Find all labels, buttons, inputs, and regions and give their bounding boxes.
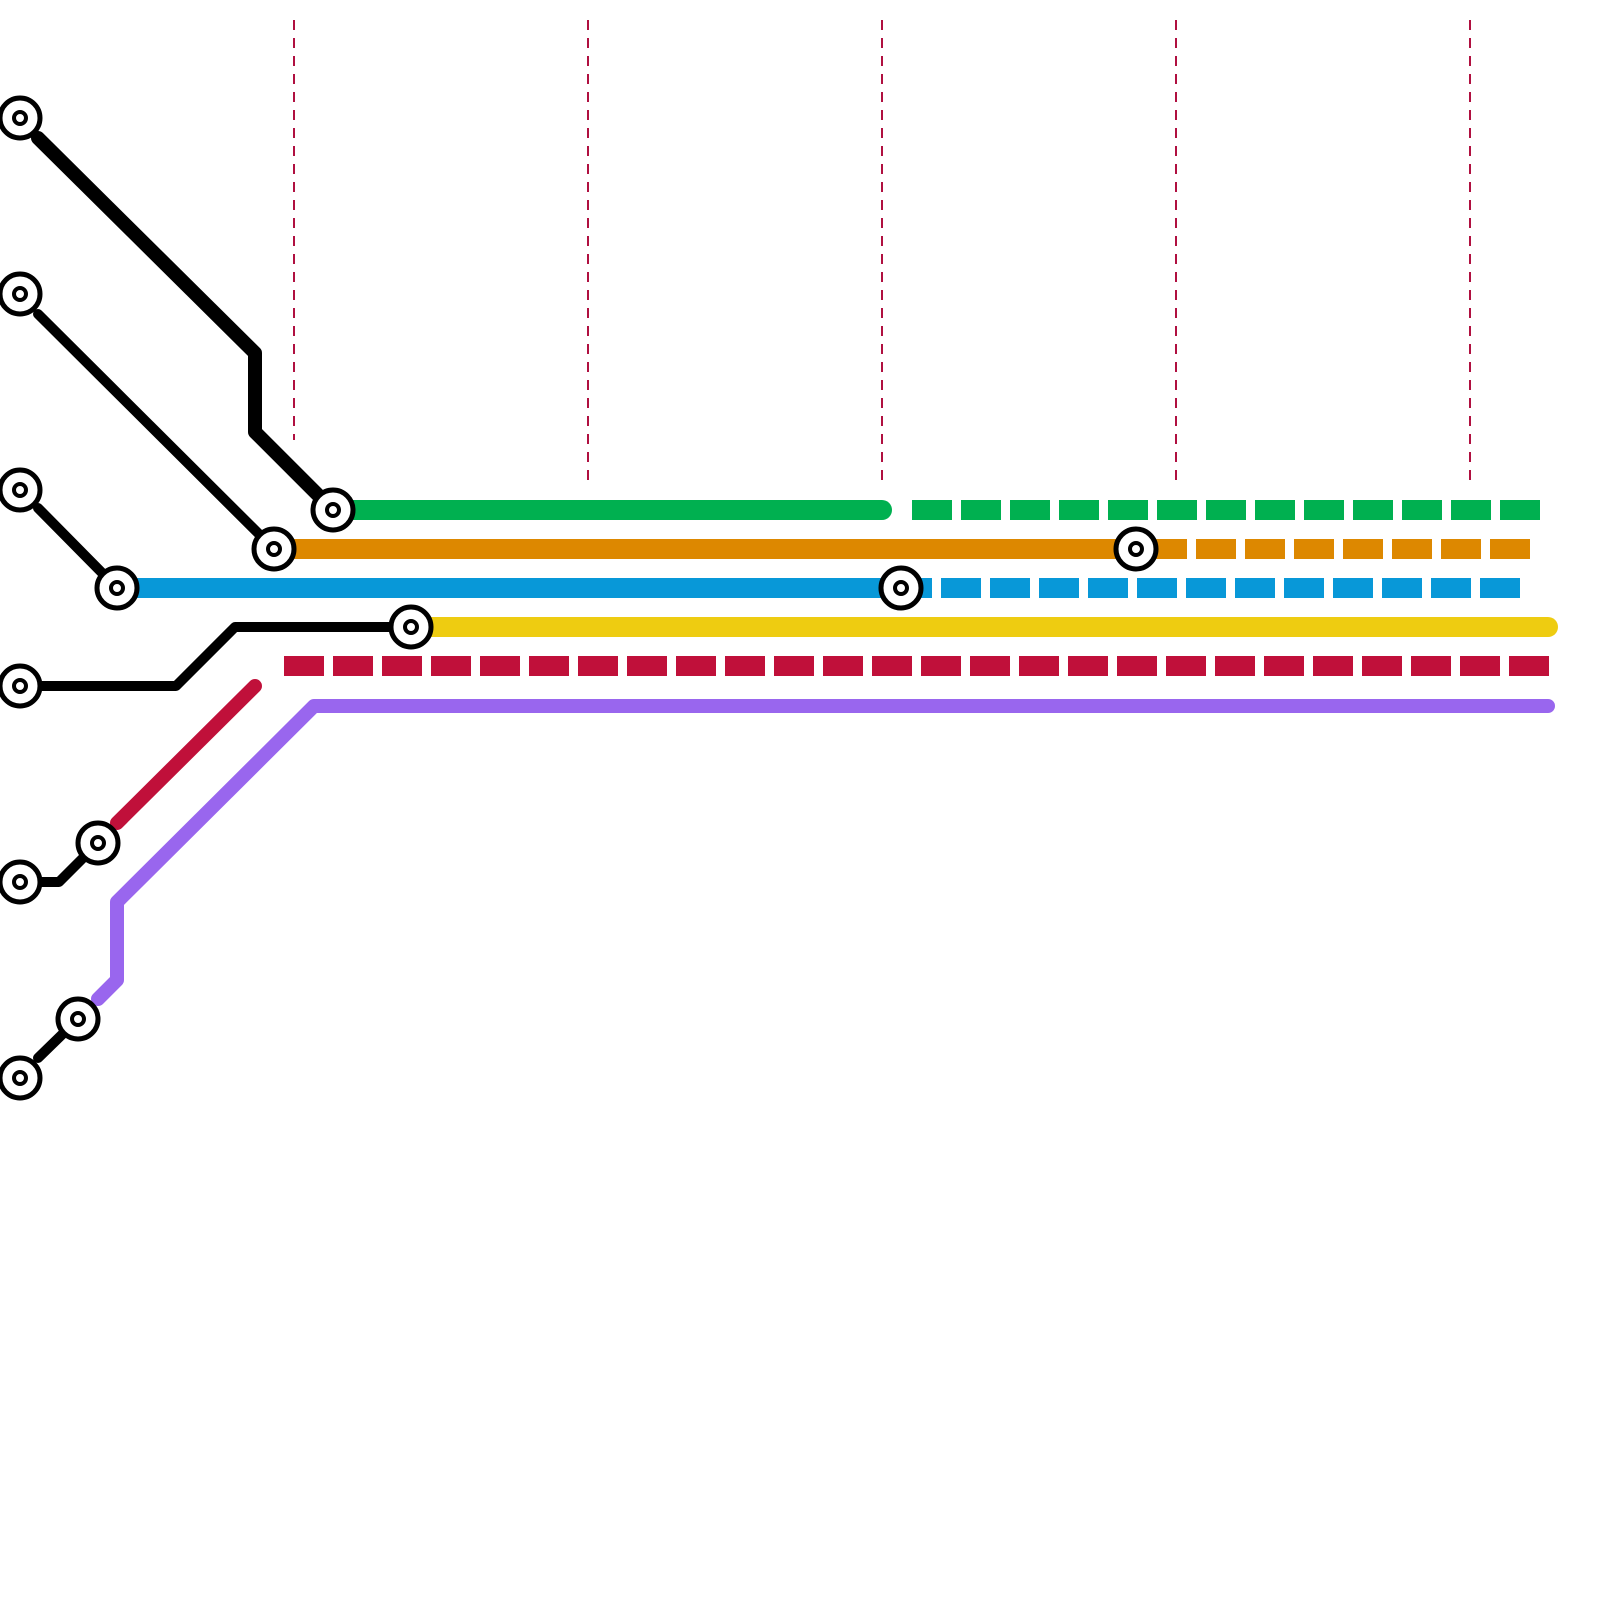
station [388,604,434,650]
lines [15,131,1558,1063]
red-line [110,679,262,830]
black-line [31,131,340,517]
station [0,271,43,317]
black-line [33,309,279,554]
station [0,467,43,513]
station [0,859,43,905]
station [0,663,43,709]
station [55,996,101,1042]
station [878,565,924,611]
station [1113,526,1159,572]
stations [0,95,1159,1101]
station [251,526,297,572]
station [94,565,140,611]
black-line [15,622,416,691]
station [0,95,43,141]
guides [293,20,1471,480]
purple-line [91,699,1555,1006]
station [310,487,356,533]
station [75,820,121,866]
station [0,1055,43,1101]
